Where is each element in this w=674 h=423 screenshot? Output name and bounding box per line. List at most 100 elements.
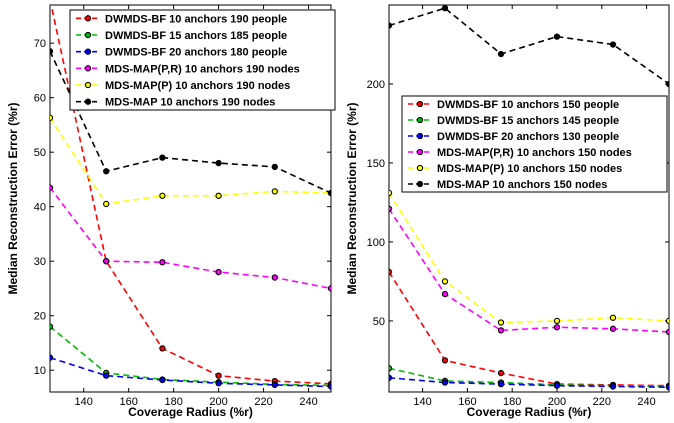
legend-box <box>401 95 668 193</box>
y-tick-label: 10 <box>34 365 46 377</box>
data-point <box>441 278 449 285</box>
data-point <box>553 317 561 325</box>
series-line <box>50 356 331 388</box>
series-line <box>389 208 669 333</box>
data-point <box>665 328 669 336</box>
legend-marker <box>416 132 424 140</box>
data-point <box>47 0 52 2</box>
data-point <box>497 369 505 377</box>
legend-label: MDS-MAP 10 anchors 190 nodes <box>105 97 275 109</box>
data-point <box>609 41 617 48</box>
data-point <box>271 163 278 171</box>
legend-marker <box>84 15 92 22</box>
y-tick-label: 40 <box>34 202 46 214</box>
x-tick-label: 160 <box>458 396 476 408</box>
legend-marker <box>416 180 424 188</box>
data-point <box>215 268 222 276</box>
data-layer <box>47 0 331 390</box>
legend-label: DWMDS-BF 10 anchors 190 people <box>105 13 287 25</box>
data-point <box>553 33 561 40</box>
data-point <box>389 374 393 381</box>
data-point <box>215 159 222 167</box>
y-tick-label: 200 <box>367 79 385 91</box>
data-point <box>609 314 617 321</box>
plot-frame <box>49 4 332 393</box>
data-point <box>497 380 505 388</box>
x-axis-title: Coverage Radius (%r) <box>128 405 253 419</box>
data-point <box>441 379 449 386</box>
data-point <box>441 5 449 12</box>
data-point <box>327 189 331 197</box>
y-tick-label: 50 <box>34 147 46 159</box>
series-line <box>50 325 331 387</box>
data-layer <box>389 5 669 391</box>
x-tick-label: 180 <box>503 396 521 408</box>
legend: DWMDS-BF 10 anchors 190 people DWMDS-BF 1… <box>69 9 336 111</box>
x-tick-label: 200 <box>548 396 566 408</box>
x-tick-label: 240 <box>637 396 655 408</box>
data-point <box>553 324 561 331</box>
legend-marker <box>84 81 92 89</box>
data-point <box>159 192 166 199</box>
data-point <box>441 357 449 364</box>
data-point <box>389 205 393 212</box>
x-axis-title: Coverage Radius (%r) <box>467 405 592 419</box>
data-point <box>159 154 166 161</box>
data-point <box>497 50 505 58</box>
data-point <box>50 114 54 121</box>
data-point <box>103 168 110 175</box>
legend-label: MDS-MAP(P) 10 anchors 150 nodes <box>437 163 622 175</box>
legend-marker <box>84 65 92 72</box>
data-point <box>609 325 617 332</box>
data-point <box>103 258 110 265</box>
data-point <box>389 189 393 197</box>
data-point <box>271 188 278 195</box>
data-point <box>50 323 54 330</box>
x-tick-label: 140 <box>413 396 431 408</box>
y-tick-label: 70 <box>34 38 46 50</box>
legend-marker <box>416 164 424 172</box>
y-tick-label: 150 <box>367 158 385 170</box>
plot-frame <box>388 4 670 393</box>
legend: DWMDS-BF 10 anchors 150 people DWMDS-BF 1… <box>401 95 668 193</box>
data-point <box>389 268 393 276</box>
data-point <box>271 274 278 281</box>
y-tick-label: 20 <box>34 311 46 323</box>
y-axis-title: Median Reconstruction Error (%r) <box>6 102 20 294</box>
data-point <box>215 372 222 379</box>
legend-marker <box>416 100 424 108</box>
data-point <box>159 376 166 384</box>
series-line <box>50 50 331 194</box>
legend-marker <box>416 148 424 156</box>
data-point <box>441 290 449 298</box>
series-line <box>50 187 331 290</box>
legend-label: DWMDS-BF 20 anchors 130 people <box>437 131 619 143</box>
series-line <box>50 117 331 205</box>
data-point <box>553 382 561 389</box>
legend-label: MDS-MAP 10 anchors 150 nodes <box>437 179 607 191</box>
y-tick-label: 50 <box>373 316 385 328</box>
data-point <box>103 200 110 208</box>
legend-label: DWMDS-BF 15 anchors 185 people <box>105 30 287 42</box>
data-point <box>497 327 505 334</box>
chart-1: 140 160 180 200 220 240 10 20 30 40 50 60 70 Coverage… <box>6 0 336 419</box>
x-tick-label: 240 <box>299 396 317 408</box>
data-point <box>159 345 166 352</box>
series-line <box>389 7 669 85</box>
data-point <box>665 317 669 325</box>
series-line <box>389 376 669 389</box>
data-point <box>103 372 110 379</box>
legend-marker <box>84 48 92 55</box>
x-tick-label: 200 <box>209 396 227 408</box>
legend-marker <box>84 98 92 105</box>
series-line <box>50 5 331 385</box>
x-tick-label: 180 <box>164 396 182 408</box>
series-line <box>389 367 669 388</box>
data-point <box>50 184 54 191</box>
y-axis-title: Median Reconstruction Error (%r) <box>345 102 359 294</box>
legend-marker <box>84 31 92 39</box>
data-point <box>50 354 54 361</box>
x-tick-label: 140 <box>75 396 93 408</box>
